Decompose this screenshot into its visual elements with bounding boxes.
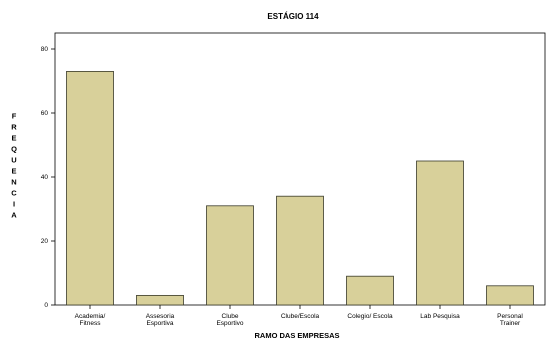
bar [66,71,114,306]
bar [346,275,394,306]
x-axis: Academia/Fitness Assesoria Esportiva Clube E… [75,305,523,327]
x-axis-label: RAMO DAS EMPRESAS [254,331,339,340]
bar [416,160,464,306]
bar [486,285,534,306]
bar [276,195,324,306]
bars [66,71,534,306]
chart-title: ESTÁGIO 114 [267,12,319,21]
y-tick-label: 40 [41,174,49,181]
x-tick-label: Academia/Fitness [75,313,106,327]
x-tick-label: Colegio/ Escola [347,313,393,320]
y-tick-label: 80 [41,46,49,53]
bar [206,205,254,306]
y-axis: 0 20 40 60 80 [41,46,55,309]
x-tick-label: Personal Trainer [497,313,523,327]
y-tick-label: 0 [44,302,48,309]
y-tick-label: 60 [41,110,49,117]
x-tick-label: Clube/Escola [281,313,320,320]
bar [136,294,184,306]
x-tick-label: Clube Esportivo [216,313,243,327]
x-tick-label: Lab Pesquisa [420,313,460,320]
x-tick-label: Assesoria Esportiva [146,313,175,327]
y-tick-label: 20 [41,238,49,245]
